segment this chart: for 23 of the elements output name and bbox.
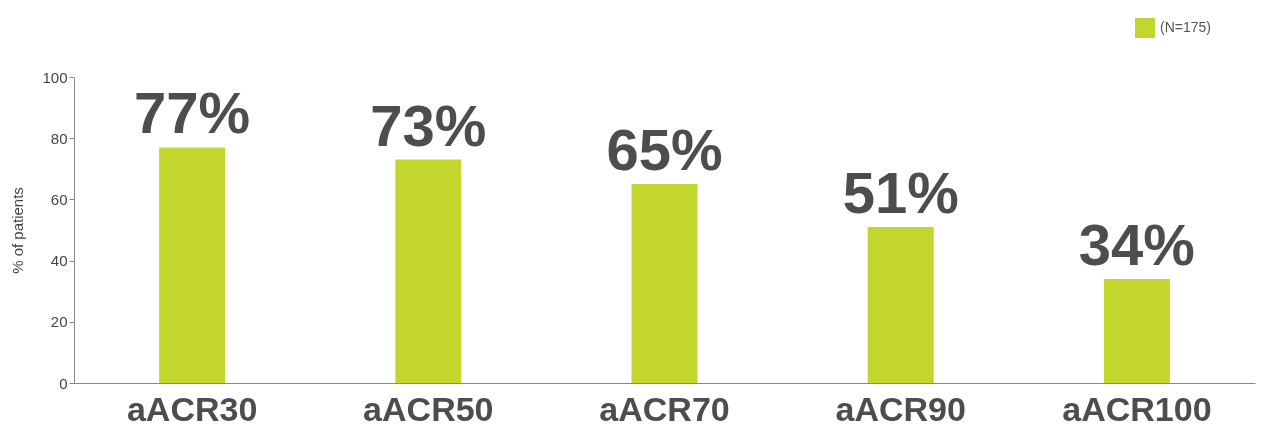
- legend-label: (N=175): [1160, 19, 1211, 35]
- data-label: 51%: [842, 159, 959, 225]
- x-tick-label: aACR90: [835, 389, 966, 428]
- data-label: 77%: [134, 80, 251, 146]
- y-tick-label: 80: [50, 129, 68, 147]
- y-tick-label: 60: [50, 190, 68, 208]
- x-tick-label: aACR70: [599, 389, 730, 428]
- y-tick-label: 0: [59, 374, 68, 392]
- bar: [867, 226, 934, 383]
- x-tick-label: aACR100: [1062, 389, 1212, 428]
- bar: [395, 159, 462, 383]
- data-label: 34%: [1078, 211, 1195, 277]
- y-tick-label: 40: [50, 252, 68, 270]
- y-axis-title: % of patients: [9, 187, 27, 274]
- y-tick-label: 20: [50, 313, 68, 331]
- bar: [159, 147, 226, 383]
- y-tick-label: 100: [42, 68, 68, 86]
- x-tick-label: aACR30: [126, 389, 258, 428]
- bar: [1103, 278, 1170, 383]
- bar: [631, 184, 698, 383]
- data-label: 65%: [606, 117, 723, 183]
- x-tick-label: aACR50: [363, 389, 494, 428]
- data-label: 73%: [370, 92, 487, 158]
